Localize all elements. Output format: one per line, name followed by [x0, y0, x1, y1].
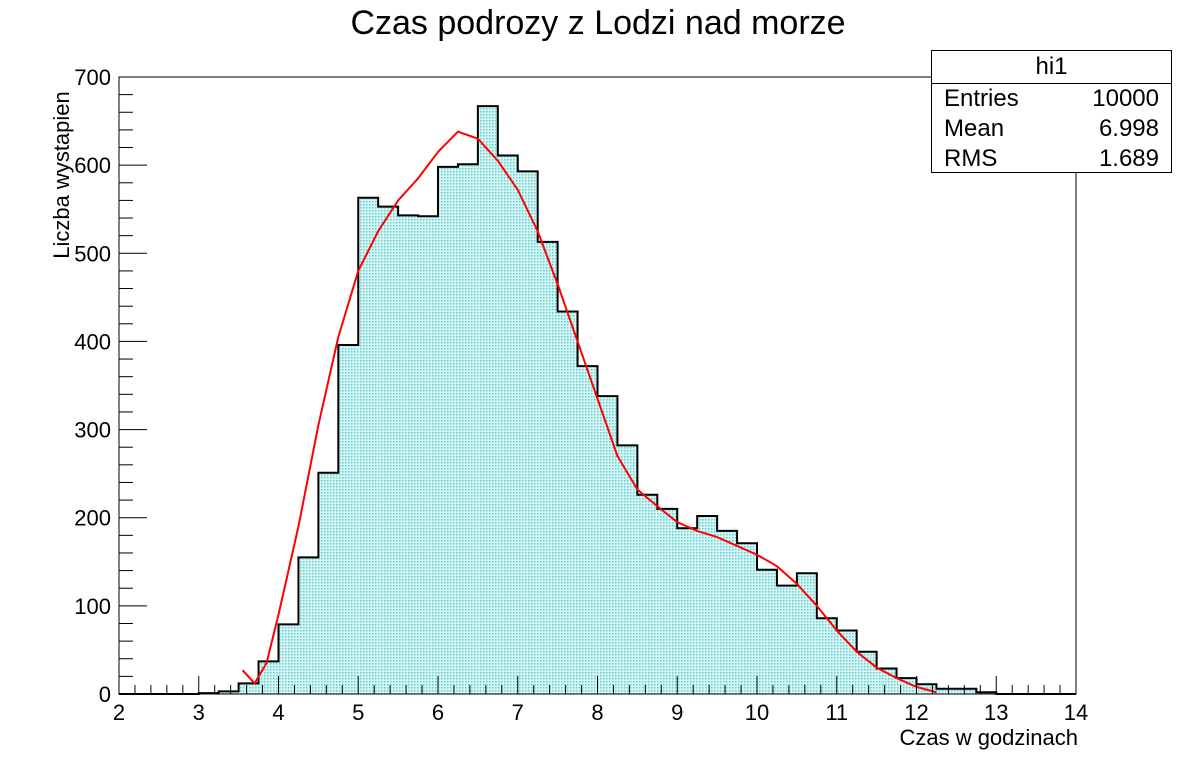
histogram-bar	[398, 215, 419, 695]
stats-box: hi1 Entries 10000 Mean 6.998 RMS 1.689	[931, 50, 1172, 173]
histogram-bar	[677, 528, 698, 694]
histogram-bar	[717, 530, 738, 694]
histogram-bar	[258, 661, 279, 694]
x-tick-label: 7	[512, 700, 524, 725]
y-tick-label: 0	[99, 682, 111, 707]
histogram-bar	[896, 678, 917, 694]
y-tick-label: 500	[74, 241, 111, 266]
x-tick-label: 10	[745, 700, 769, 725]
histogram-bar	[477, 106, 498, 694]
chart-title: Czas podrozy z Lodzi nad morze	[350, 4, 846, 42]
stats-row-rms: RMS 1.689	[932, 144, 1171, 174]
stats-box-title: hi1	[932, 51, 1171, 84]
x-tick-label: 14	[1064, 700, 1088, 725]
histogram-bar	[418, 216, 438, 694]
histogram-bar	[298, 557, 319, 694]
histogram-bar	[537, 241, 558, 694]
stats-row-mean: Mean 6.998	[932, 114, 1171, 144]
stats-label: Entries	[944, 85, 1019, 112]
x-tick-label: 8	[591, 700, 603, 725]
histogram-bar	[737, 543, 757, 694]
histogram-outline	[119, 105, 1076, 695]
fit-curve	[241, 130, 937, 694]
stats-label: Mean	[944, 115, 1005, 142]
histogram-bar	[497, 155, 518, 694]
x-tick-label: 9	[671, 700, 683, 725]
stats-row-entries: Entries 10000	[932, 84, 1171, 114]
y-tick-label: 400	[74, 329, 111, 354]
histogram-bar	[936, 688, 957, 694]
histogram-bar	[657, 508, 678, 694]
histogram-bar	[318, 472, 339, 694]
x-tick-label: 13	[984, 700, 1008, 725]
histogram-bar	[697, 515, 718, 694]
stats-value: 10000	[1092, 85, 1159, 112]
histogram-bar	[438, 166, 458, 695]
x-tick-label: 5	[352, 700, 364, 725]
histogram-bar	[517, 171, 538, 694]
y-tick-label: 600	[74, 153, 111, 178]
x-tick-label: 3	[193, 700, 205, 725]
x-axis-label: Czas w godzinach	[899, 725, 1078, 750]
stats-value: 1.689	[1098, 145, 1159, 172]
histogram-bar	[637, 494, 658, 694]
histogram-bar	[796, 573, 817, 694]
y-tick-label: 300	[74, 418, 111, 443]
histogram-bar	[597, 396, 618, 694]
histogram-bar	[577, 366, 598, 694]
stats-value: 6.998	[1098, 115, 1159, 142]
y-tick-label: 100	[74, 594, 111, 619]
histogram-bar	[238, 683, 259, 694]
histogram-bar	[757, 569, 777, 694]
y-tick-label: 700	[74, 65, 111, 90]
histogram-bar	[956, 688, 977, 694]
histogram-bar	[856, 651, 877, 694]
histogram-bar	[218, 691, 239, 694]
stats-label: RMS	[944, 145, 998, 172]
x-tick-label: 2	[113, 700, 125, 725]
y-axis-label: Liczba wystapien	[49, 91, 74, 259]
histogram-bar	[278, 624, 299, 694]
histogram-bar	[338, 344, 359, 694]
histogram-bar	[557, 311, 578, 694]
histogram-bar	[617, 445, 638, 694]
histogram-bar	[776, 585, 797, 694]
histogram-bar	[358, 197, 379, 694]
x-tick-label: 6	[432, 700, 444, 725]
histogram-bar	[816, 618, 837, 694]
histogram-bar	[457, 164, 478, 695]
y-tick-label: 200	[74, 506, 111, 531]
x-tick-label: 4	[272, 700, 284, 725]
x-tick-label: 11	[825, 700, 848, 725]
x-tick-label: 12	[904, 700, 928, 725]
histogram-bar	[378, 206, 399, 694]
